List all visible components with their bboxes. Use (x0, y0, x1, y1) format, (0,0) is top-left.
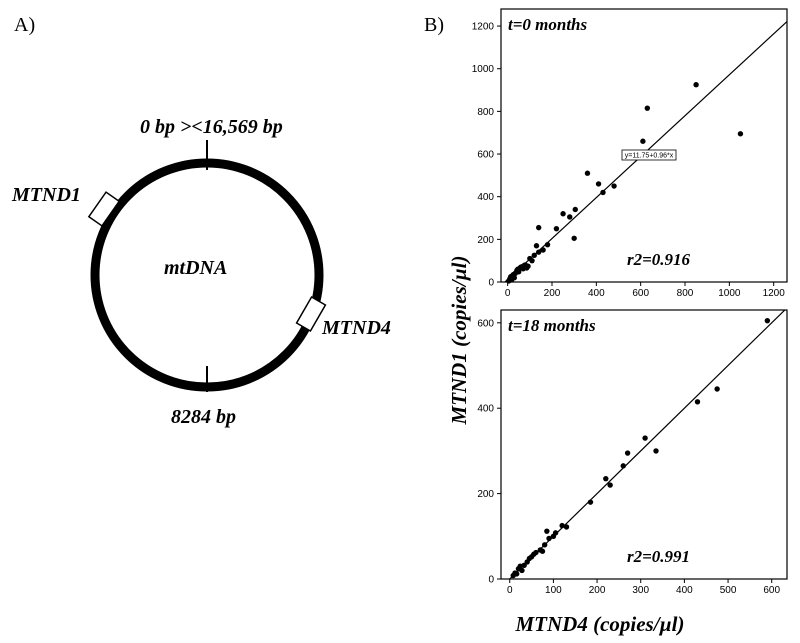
y-tick-label: 0 (488, 575, 494, 586)
y-tick-label: 400 (477, 192, 494, 203)
data-point (533, 549, 539, 556)
mtdna-center-label: mtDNA (164, 257, 227, 279)
scatter-plot-t18: 0 200 400 600 0 100 200 300 400 500 600 t=18 months… (477, 309, 788, 596)
fit-equation-box (621, 149, 677, 161)
y-tick-label: 600 (477, 318, 494, 329)
y-tick-label: 0 (488, 278, 494, 289)
data-point (620, 463, 626, 469)
data-point (511, 275, 518, 281)
y-axis-label: MTND1 (copies/µl) (447, 256, 471, 426)
x-tick-label: 300 (632, 585, 649, 596)
x-axis-label: MTND4 (copies/µl) (515, 612, 685, 636)
y-tick-label: 200 (477, 235, 494, 246)
panel-b-label: B) (424, 14, 444, 36)
data-point (764, 317, 771, 324)
data-point (519, 567, 525, 574)
data-point (560, 211, 566, 217)
y-tick-label: 400 (477, 404, 494, 415)
data-point (552, 530, 559, 536)
data-point (540, 247, 546, 253)
x-tick-label: 0 (505, 288, 511, 299)
data-point (624, 450, 631, 456)
data-point (531, 252, 537, 259)
data-point (546, 535, 552, 542)
plot-title: t=18 months (508, 316, 596, 335)
bottom-marker-label: 8284 bp (171, 406, 236, 428)
mtdna-diagram: 0 bp ><16,569 bp 8284 bp mtDNA MTND1 MTN… (11, 116, 391, 428)
data-point (714, 386, 720, 392)
data-point (600, 189, 606, 196)
data-point (529, 257, 535, 264)
data-point (607, 482, 613, 488)
y-tick-label: 1200 (472, 22, 495, 33)
data-point (737, 131, 744, 137)
r2-annotation: r2=0.916 (627, 250, 691, 269)
mtnd1-gene-box (87, 191, 121, 227)
y-tick-label: 1000 (472, 64, 495, 75)
x-tick-label: 1000 (718, 288, 741, 299)
data-point (563, 524, 570, 530)
x-tick-label: 800 (677, 288, 694, 299)
data-point (603, 475, 609, 482)
data-point (535, 249, 542, 255)
data-point (544, 528, 550, 534)
data-point (567, 214, 573, 220)
data-point (642, 435, 648, 441)
data-point (514, 571, 520, 577)
gene-label-mtnd1: MTND1 (11, 184, 81, 206)
y-tick-label: 600 (477, 150, 494, 161)
data-point (653, 448, 659, 454)
data-point (559, 522, 565, 529)
x-tick-label: 100 (545, 585, 562, 596)
r2-annotation: r2=0.991 (627, 547, 690, 566)
fit-equation-label: y=11.75+0.96*x (625, 153, 674, 160)
x-tick-label: 1200 (763, 288, 786, 299)
data-point (571, 235, 577, 241)
data-point (640, 138, 646, 144)
data-point (541, 542, 548, 548)
x-tick-label: 600 (632, 288, 649, 299)
panel-a-label: A) (14, 14, 36, 36)
x-tick-label: 400 (588, 288, 605, 299)
plot-title: t=0 months (508, 15, 588, 34)
data-point (595, 181, 602, 187)
data-point (644, 105, 651, 111)
data-point (544, 241, 551, 248)
x-tick-label: 400 (676, 585, 693, 596)
data-point (694, 399, 701, 405)
x-tick-label: 0 (507, 585, 513, 596)
data-point (587, 499, 594, 505)
data-point (693, 82, 699, 88)
mtnd4-gene-box (295, 295, 327, 333)
x-tick-label: 200 (544, 288, 561, 299)
data-point (553, 225, 560, 232)
data-point (611, 183, 617, 189)
data-point (525, 263, 531, 269)
y-tick-label: 200 (477, 489, 494, 500)
data-point (533, 243, 540, 249)
x-tick-label: 500 (720, 585, 737, 596)
plot-frame (500, 309, 788, 580)
x-tick-label: 600 (763, 585, 780, 596)
data-point (572, 206, 578, 213)
gene-label-mtnd4: MTND4 (321, 317, 391, 339)
data-point (535, 224, 542, 231)
scatter-plot-t0: 0 200 400 600 800 1000 1200 0 200 400 600 800 1000 12… (472, 8, 788, 299)
top-marker-label: 0 bp ><16,569 bp (140, 116, 283, 138)
data-point (584, 170, 591, 176)
data-point (539, 548, 546, 554)
y-tick-label: 800 (477, 107, 494, 118)
plot-frame (500, 8, 788, 283)
x-tick-label: 200 (589, 585, 606, 596)
